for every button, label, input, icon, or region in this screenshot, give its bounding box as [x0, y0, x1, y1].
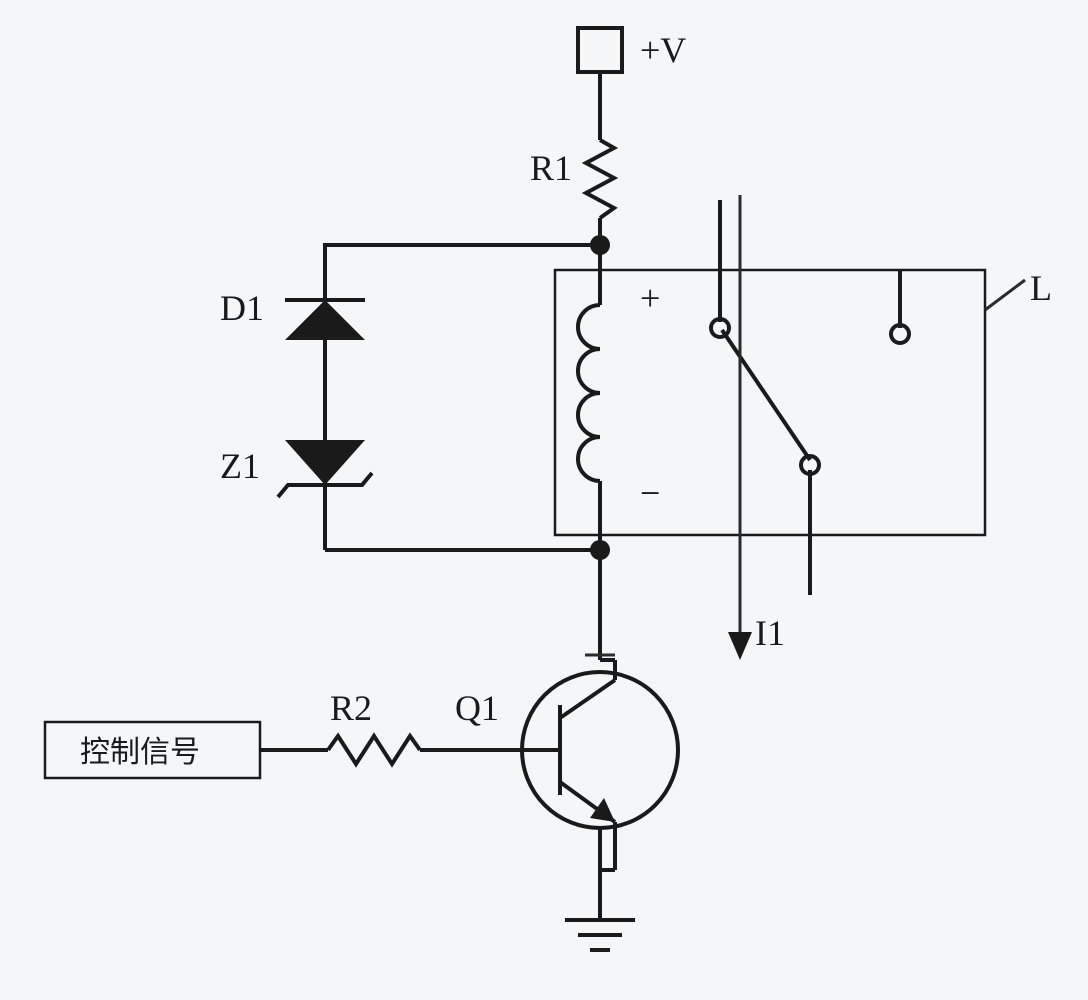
- supply-terminal: +V: [578, 28, 686, 125]
- ground: [565, 920, 635, 950]
- r1-label: R1: [530, 148, 572, 188]
- i1-label: I1: [755, 613, 785, 653]
- current-i1: I1: [728, 195, 785, 660]
- d1-label: D1: [220, 288, 264, 328]
- input-branch: R2 控制信号: [45, 688, 500, 778]
- zener-z1: Z1: [220, 400, 372, 550]
- control-signal-label: 控制信号: [80, 736, 200, 769]
- transistor-q1: Q1: [455, 550, 678, 920]
- resistor-r1: R1: [530, 125, 614, 245]
- supply-label: +V: [640, 30, 686, 70]
- relay-coil: + −: [578, 245, 660, 550]
- wire-top-left: [325, 245, 600, 290]
- q1-label: Q1: [455, 688, 499, 728]
- r2-label: R2: [330, 688, 372, 728]
- circuit-diagram: +V R1 D1 Z1 L: [0, 0, 1088, 1000]
- relay-label: L: [1030, 268, 1052, 308]
- diode-d1: D1: [220, 288, 365, 400]
- relay: L + −: [555, 200, 1052, 595]
- coil-plus: +: [640, 278, 660, 318]
- coil-minus: −: [640, 473, 660, 513]
- z1-label: Z1: [220, 446, 260, 486]
